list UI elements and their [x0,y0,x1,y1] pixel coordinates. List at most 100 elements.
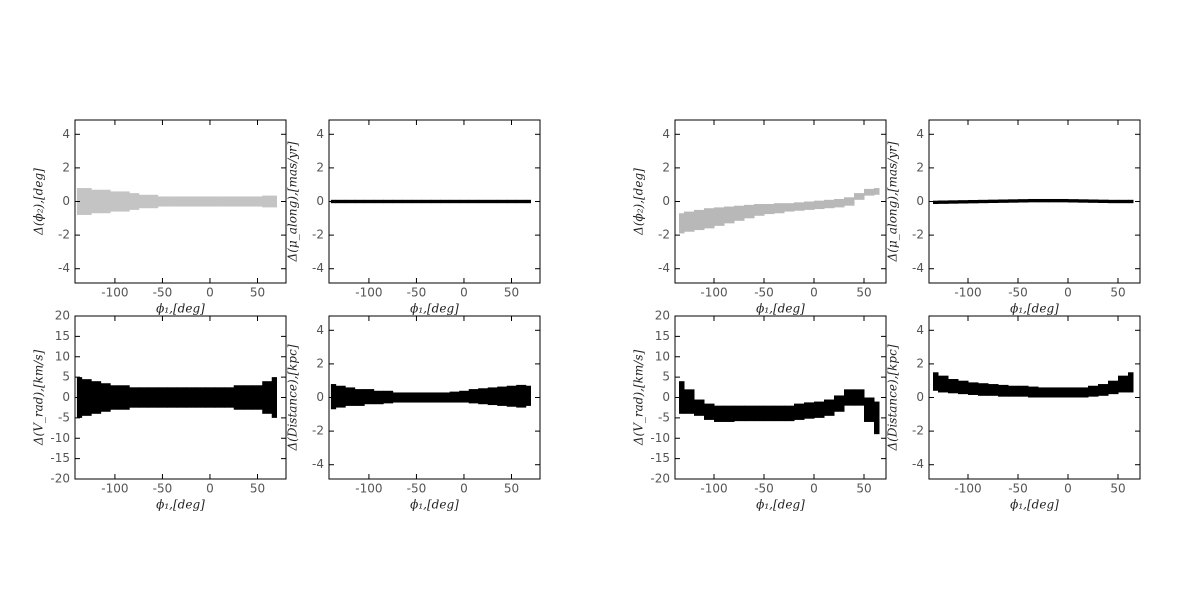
point-cloud [1058,387,1069,398]
x-tick-label: 0 [810,482,818,496]
x-tick-label: -50 [407,286,427,300]
point-cloud [1088,199,1099,203]
point-cloud [784,203,795,212]
point-cloud [774,405,785,422]
point-cloud [774,203,785,214]
point-cloud [694,399,705,416]
point-cloud [243,385,254,410]
point-cloud [1018,385,1029,397]
y-tick-label: -2 [912,424,924,438]
point-cloud [205,387,216,408]
point-cloud [694,209,705,231]
point-cloud [814,401,825,418]
y-tick-label: 0 [662,390,670,404]
point-cloud [449,199,460,204]
point-cloud [167,387,178,408]
point-cloud [1068,387,1079,398]
point-cloud [262,195,273,208]
y-tick-label: -2 [312,228,324,242]
point-cloud [754,405,765,422]
x-tick-label: -100 [954,286,981,300]
y-tick-label: 2 [916,160,924,174]
point-cloud [449,391,460,403]
point-cloud [176,387,187,408]
x-axis-label: ϕ₁,[deg] [156,302,205,316]
point-cloud [487,199,498,204]
point-cloud [506,385,517,407]
point-cloud [440,199,451,204]
x-tick-label: -100 [101,482,128,496]
point-cloud [214,387,225,408]
point-cloud [794,202,805,211]
y-axis-label: Δ(ϕ₂),[deg] [632,168,646,236]
point-cloud [81,379,92,416]
point-cloud [129,387,140,408]
point-cloud [525,199,531,204]
point-cloud [233,385,244,410]
point-cloud [968,382,979,395]
x-tick-label: 50 [250,286,265,300]
point-cloud [1008,385,1019,397]
point-cloud [938,200,949,204]
point-cloud [948,200,959,204]
point-cloud [864,188,875,196]
point-cloud [392,392,403,403]
point-cloud [844,389,855,406]
y-axis-label: Δ(V_rad),[km/s] [632,350,646,447]
y-tick-label: -20 [50,472,70,486]
point-cloud [364,389,375,405]
point-cloud [1108,199,1119,204]
x-tick-label: 50 [856,286,871,300]
point-cloud [402,199,413,204]
y-tick-label: 15 [55,329,70,343]
point-cloud [81,188,92,215]
point-cloud [1118,375,1129,393]
x-tick-label: -100 [700,286,727,300]
point-cloud [138,387,149,408]
point-cloud [1008,199,1019,203]
point-cloud [252,385,263,410]
y-tick-label: -2 [312,424,324,438]
x-axis-label: ϕ₁,[deg] [756,302,805,316]
y-tick-label: 10 [655,349,670,363]
point-cloud [1078,199,1089,203]
point-cloud [1088,385,1099,397]
point-cloud [138,194,149,209]
y-tick-label: 0 [316,390,324,404]
x-tick-label: 50 [504,482,519,496]
x-tick-label: -100 [101,286,128,300]
point-cloud [933,372,939,391]
point-cloud [844,197,855,206]
x-axis-label: ϕ₁,[deg] [1010,498,1059,512]
point-cloud [440,392,451,403]
point-cloud [764,405,775,422]
x-tick-label: -50 [153,482,173,496]
point-cloud [335,385,346,408]
point-cloud [411,199,422,204]
point-cloud [421,392,432,403]
y-tick-label: 0 [316,194,324,208]
y-tick-label: 0 [62,390,70,404]
point-cloud [195,387,206,408]
point-cloud [345,199,356,204]
point-cloud [744,405,755,422]
point-cloud [392,199,403,204]
point-cloud [205,196,216,207]
point-cloud [243,196,254,207]
point-cloud [330,384,337,410]
y-tick-label: 20 [655,309,670,323]
x-tick-label: -100 [954,482,981,496]
point-cloud [704,403,715,420]
point-cloud [968,199,979,204]
x-tick-label: -100 [700,482,727,496]
point-cloud [459,199,470,204]
point-cloud [157,196,168,207]
point-cloud [525,385,531,406]
point-cloud [824,199,835,209]
point-cloud [459,390,470,403]
point-cloud [271,195,277,208]
y-tick-label: -4 [912,261,924,275]
point-cloud [1128,372,1134,393]
y-tick-label: -15 [650,451,670,465]
point-cloud [978,383,989,396]
